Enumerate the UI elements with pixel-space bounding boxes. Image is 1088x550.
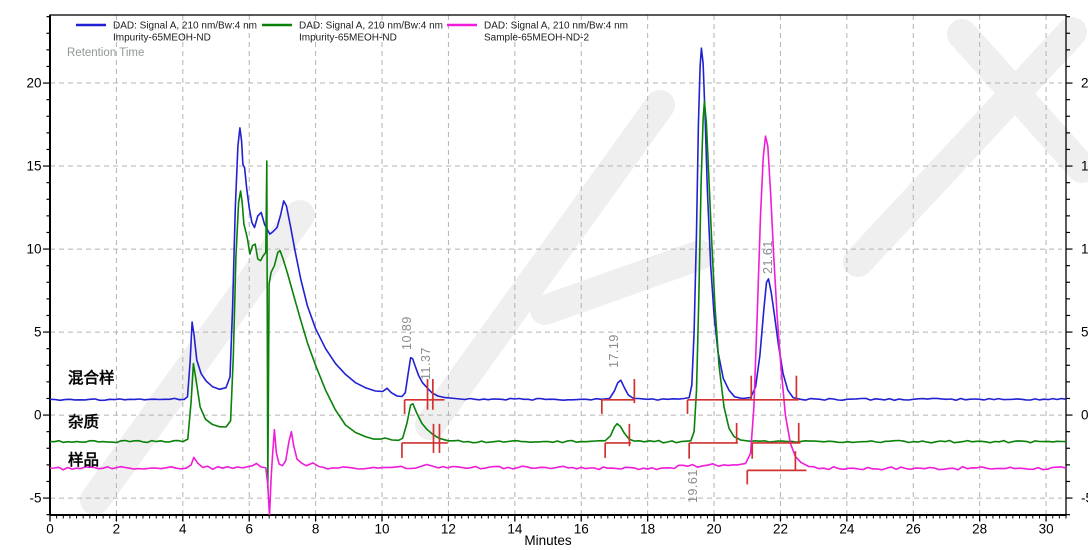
x-tick-label: 30 [1039, 522, 1054, 537]
peak-label-1: 11.37 [419, 347, 433, 380]
y-tick-label-right-clipped: 15 [1081, 159, 1088, 174]
watermark-stroke [843, 17, 1087, 277]
x-tick-label: 16 [574, 522, 589, 537]
grid-lines [50, 15, 1062, 515]
legend-entry-2-line2: Impurity-65MEOH-ND [299, 33, 397, 44]
x-tick-label: 10 [375, 522, 390, 537]
y-tick-label-right-clipped: 20 [1081, 76, 1088, 91]
peak-label-2: 17.19 [607, 334, 621, 368]
watermark-stroke [415, 90, 675, 440]
trace-impurity [50, 100, 1066, 489]
x-tick-label: 28 [972, 522, 987, 537]
legend-entry-3-line1: DAD: Signal A, 210 nm/Bw:4 nm [484, 21, 628, 32]
trace-mixed-sample [50, 47, 1066, 402]
y-tick-label: 20 [26, 76, 41, 91]
legend-entry-1-line2: Impurity-65MEOH-ND [113, 33, 211, 44]
x-tick-label: 4 [179, 522, 187, 537]
watermark [80, 17, 1088, 515]
x-tick-label: 6 [245, 522, 253, 537]
x-tick-label: 12 [441, 522, 456, 537]
legend: DAD: Signal A, 210 nm/Bw:4 nm Impurity-6… [67, 21, 628, 60]
x-tick-label: 14 [507, 522, 523, 537]
x-tick-label: 8 [312, 522, 320, 537]
peak-label-0: 10.89 [400, 316, 414, 350]
peak-retention-labels: 10.89 11.37 17.19 19.61 21.61 [400, 240, 775, 503]
retention-time-label: Retention Time [67, 47, 144, 59]
peak-label-3: 19.61 [686, 469, 700, 503]
trace-name-labels: 混合样 杂质 样品 [68, 368, 115, 469]
axes: -5-5005510101515202002468101214161820222… [26, 14, 1088, 537]
legend-entry-3-line2: Sample-65MEOH-ND-2 [484, 33, 589, 44]
x-axis-title: Minutes [524, 533, 572, 548]
watermark-stroke [947, 19, 1088, 183]
x-tick-label: 18 [640, 522, 655, 537]
y-tick-label: 10 [26, 242, 41, 257]
watermark-stroke [530, 240, 715, 325]
trace-sample [50, 135, 1066, 515]
integration-marks [401, 375, 807, 485]
y-tick-label: 15 [26, 159, 41, 174]
chromatogram-traces [50, 47, 1066, 515]
trace-label-impurity: 杂质 [68, 412, 100, 431]
x-tick-label: 24 [839, 522, 855, 537]
y-tick-label-right-clipped: 0 [1081, 408, 1088, 423]
x-tick-label: 0 [46, 522, 54, 537]
trace-label-sample: 样品 [68, 450, 99, 469]
x-tick-label: 26 [906, 522, 921, 537]
y-tick-label: -5 [29, 491, 41, 506]
x-tick-label: 20 [707, 522, 722, 537]
y-tick-label: 5 [34, 325, 42, 340]
legend-entry-2-line1: DAD: Signal A, 210 nm/Bw:4 nm [299, 21, 443, 32]
legend-entry-1-line1: DAD: Signal A, 210 nm/Bw:4 nm [113, 21, 257, 32]
x-tick-label: 22 [773, 522, 788, 537]
x-tick-label: 2 [113, 522, 121, 537]
y-tick-label-right-clipped: 5 [1081, 325, 1088, 340]
y-tick-label-right-clipped: -5 [1081, 491, 1088, 506]
peak-label-4: 21.61 [761, 240, 775, 274]
y-tick-label-right-clipped: 10 [1081, 242, 1088, 257]
watermark-stroke [80, 200, 315, 515]
y-tick-label: 0 [34, 408, 42, 423]
trace-label-mixed-sample: 混合样 [68, 368, 115, 387]
